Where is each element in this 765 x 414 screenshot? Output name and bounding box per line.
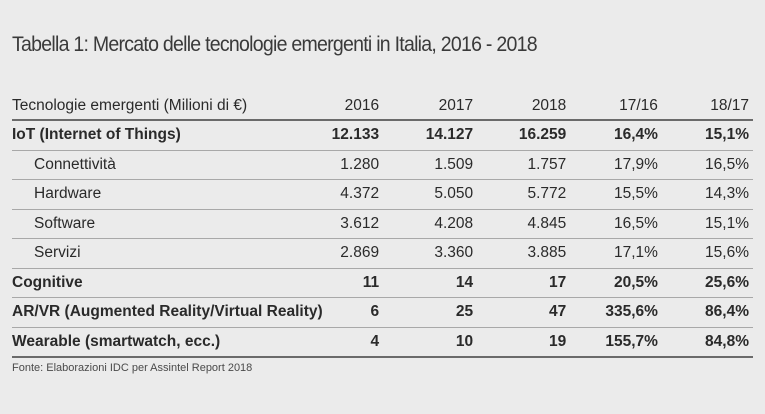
row-label: IoT (Internet of Things) [12,120,332,151]
cell-2016: 4.372 [331,179,384,210]
cell-growth-17-16: 16,5% [570,209,662,239]
cell-2017: 5.050 [383,179,478,210]
header-technology: Tecnologie emergenti (Milioni di €) [12,92,332,121]
cell-growth-18-17: 15,1% [661,120,753,151]
cell-growth-18-17: 84,8% [661,327,753,358]
table-row: Cognitive 11 14 17 20,5% 25,6% [12,268,753,298]
row-label: AR/VR (Augmented Reality/Virtual Reality… [12,297,332,328]
header-2017: 2017 [383,92,478,121]
cell-2018: 3.885 [477,238,571,269]
table-row: Servizi 2.869 3.360 3.885 17,1% 15,6% [12,238,753,269]
table-row: Connettività 1.280 1.509 1.757 17,9% 16,… [12,150,753,180]
header-growth-17-16: 17/16 [570,92,662,121]
row-label: Hardware [12,179,332,210]
cell-2017: 4.208 [383,209,478,239]
cell-2018: 19 [477,327,571,358]
table-row: IoT (Internet of Things) 12.133 14.127 1… [12,120,753,151]
cell-2017: 14.127 [383,120,478,151]
cell-growth-17-16: 15,5% [570,179,662,210]
row-label: Wearable (smartwatch, ecc.) [12,327,332,358]
cell-2017: 14 [383,268,478,298]
cell-growth-17-16: 17,1% [570,238,662,269]
cell-2018: 1.757 [477,150,571,180]
cell-2018: 4.845 [477,209,571,239]
cell-growth-18-17: 15,1% [661,209,753,239]
cell-growth-18-17: 25,6% [661,268,753,298]
table-row: Hardware 4.372 5.050 5.772 15,5% 14,3% [12,179,753,210]
row-label: Connettività [12,150,332,180]
cell-2018: 5.772 [477,179,571,210]
row-label: Cognitive [12,268,332,298]
cell-2016: 2.869 [331,238,384,269]
cell-2017: 3.360 [383,238,478,269]
cell-2017: 25 [383,297,478,328]
row-label: Servizi [12,238,332,269]
cell-growth-17-16: 20,5% [570,268,662,298]
cell-2016: 3.612 [331,209,384,239]
row-label: Software [12,209,332,239]
cell-2016: 6 [331,297,384,328]
cell-growth-18-17: 16,5% [661,150,753,180]
cell-growth-17-16: 16,4% [570,120,662,151]
cell-2018: 16.259 [477,120,571,151]
cell-growth-17-16: 17,9% [570,150,662,180]
table-row: Software 3.612 4.208 4.845 16,5% 15,1% [12,209,753,239]
cell-2018: 47 [477,297,571,328]
cell-2017: 1.509 [383,150,478,180]
market-table: Tecnologie emergenti (Milioni di €) 2016… [12,92,753,358]
cell-2017: 10 [383,327,478,358]
table-row: Wearable (smartwatch, ecc.) 4 10 19 155,… [12,327,753,358]
cell-growth-18-17: 15,6% [661,238,753,269]
cell-growth-17-16: 335,6% [570,297,662,328]
cell-2016: 12.133 [331,120,384,151]
table-row: AR/VR (Augmented Reality/Virtual Reality… [12,297,753,328]
header-2016: 2016 [331,92,384,121]
cell-growth-18-17: 86,4% [661,297,753,328]
cell-growth-17-16: 155,7% [570,327,662,358]
table-title: Tabella 1: Mercato delle tecnologie emer… [12,33,538,56]
cell-growth-18-17: 14,3% [661,179,753,210]
cell-2016: 4 [331,327,384,358]
source-note: Fonte: Elaborazioni IDC per Assintel Rep… [12,362,253,374]
cell-2016: 1.280 [331,150,384,180]
header-growth-18-17: 18/17 [661,92,753,121]
cell-2016: 11 [331,268,384,298]
header-2018: 2018 [477,92,571,121]
header-row: Tecnologie emergenti (Milioni di €) 2016… [12,92,753,121]
cell-2018: 17 [477,268,571,298]
